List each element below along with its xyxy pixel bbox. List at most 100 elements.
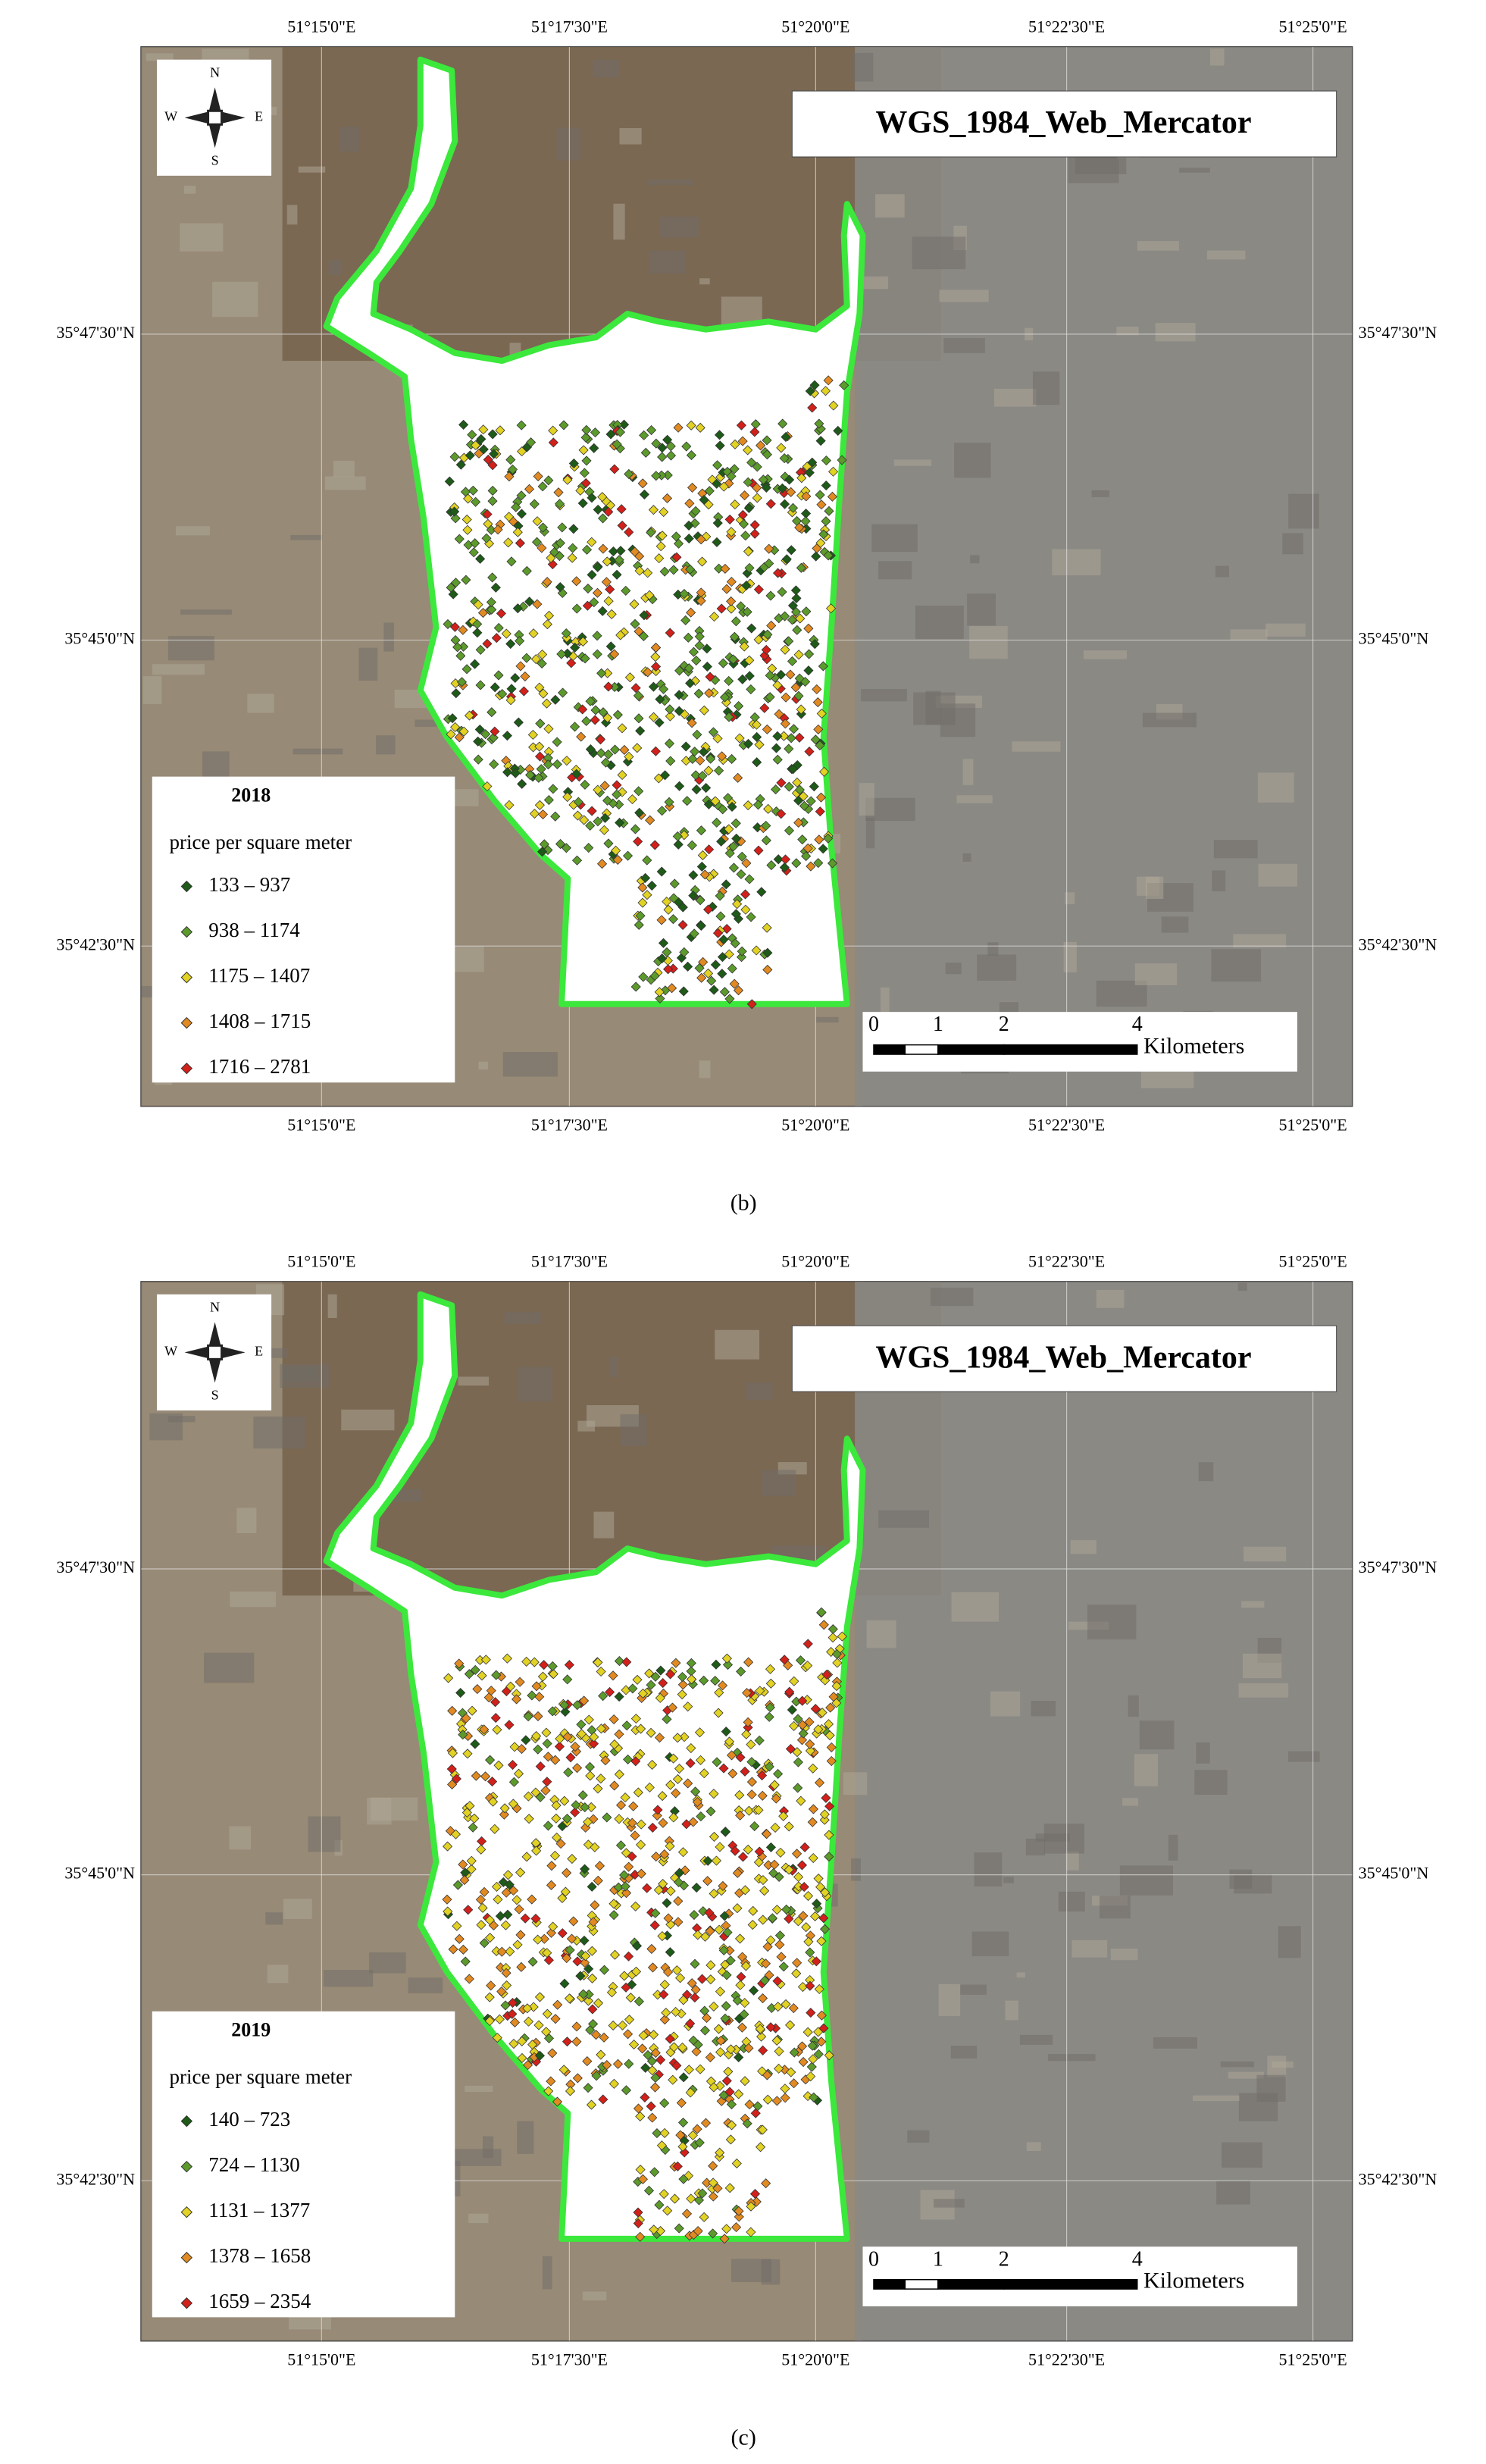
sample-point <box>542 1948 552 1958</box>
sample-point <box>764 1761 774 1772</box>
sample-point <box>458 726 469 737</box>
imagery-patch <box>699 1060 711 1079</box>
sample-point <box>599 812 611 823</box>
sample-point <box>597 606 608 616</box>
sample-point <box>825 1702 836 1713</box>
sample-point <box>701 2012 712 2024</box>
imagery-patch <box>893 459 932 466</box>
sample-point <box>678 986 689 997</box>
sample-point <box>668 2042 680 2052</box>
sample-point <box>507 1997 518 2008</box>
sample-point <box>665 1841 675 1852</box>
sample-point <box>598 707 608 718</box>
sample-point <box>539 1933 549 1944</box>
sample-point <box>694 963 705 973</box>
sample-point <box>744 874 755 884</box>
imagery-patch <box>180 609 232 615</box>
sample-point <box>494 2014 505 2024</box>
study-area <box>323 1291 866 2242</box>
sample-point <box>799 1842 810 1852</box>
sample-point <box>748 1905 759 1916</box>
sample-point <box>566 1933 577 1944</box>
sample-point <box>828 400 839 411</box>
sample-point <box>722 1927 733 1938</box>
sample-point <box>516 420 527 430</box>
sample-point <box>715 891 725 901</box>
sample-point <box>765 1702 775 1713</box>
sample-point <box>765 692 775 703</box>
imagery-patch <box>974 1852 1003 1887</box>
sample-point <box>827 491 837 502</box>
sample-point <box>474 724 485 735</box>
sample-point <box>635 2111 646 2121</box>
sample-point <box>637 897 648 908</box>
compass-letter: W <box>164 108 177 124</box>
sample-point <box>565 1752 576 1763</box>
sample-point <box>718 1945 729 1955</box>
sample-point <box>588 1739 599 1749</box>
sample-point <box>603 681 614 692</box>
sample-point <box>792 777 802 788</box>
sample-point <box>808 1852 818 1864</box>
sample-point <box>712 817 722 828</box>
sample-point <box>696 972 707 983</box>
sample-point <box>808 1804 818 1814</box>
sample-point <box>753 1805 764 1815</box>
sample-point <box>540 1785 551 1796</box>
sample-point <box>739 641 749 652</box>
sample-point <box>798 2056 809 2068</box>
projection-label: WGS_1984_Web_Mercator <box>875 105 1251 140</box>
imagery-patch <box>960 1984 987 1995</box>
sample-point <box>537 847 548 857</box>
sample-point <box>535 719 546 729</box>
sample-point <box>463 1905 474 1915</box>
sample-point <box>758 474 768 485</box>
imagery-patch <box>943 338 985 353</box>
sample-point <box>744 2099 755 2110</box>
sample-point <box>690 770 701 781</box>
sample-point <box>816 2010 827 2021</box>
sample-point <box>757 2124 768 2135</box>
sample-point <box>517 2036 527 2046</box>
sample-point <box>759 1975 770 1986</box>
sample-point <box>771 1905 782 1915</box>
sample-point <box>587 806 597 816</box>
sample-point <box>724 2087 735 2097</box>
sample-point <box>548 784 558 794</box>
sample-point <box>756 887 767 897</box>
sample-point <box>689 928 699 939</box>
sample-point <box>585 820 596 831</box>
sample-point <box>712 518 723 528</box>
sample-point <box>580 1951 591 1961</box>
legend-year: 2018 <box>231 784 271 806</box>
sample-point <box>681 1819 692 1830</box>
sample-point <box>515 1867 526 1878</box>
sample-point <box>587 537 597 547</box>
sample-point <box>617 769 627 781</box>
sample-point <box>546 2076 556 2087</box>
sample-point <box>697 2188 708 2199</box>
scale-label: 0 <box>868 2247 879 2271</box>
sample-point <box>569 722 580 732</box>
sample-point <box>809 781 819 792</box>
imagery-patch <box>1128 1695 1139 1717</box>
sample-point <box>734 2212 744 2222</box>
sample-point <box>464 1669 474 1680</box>
sample-point <box>562 756 572 766</box>
sample-point <box>734 733 745 744</box>
sample-point <box>758 2045 768 2055</box>
sample-point <box>736 869 746 880</box>
sample-point <box>499 1803 510 1814</box>
sample-point <box>784 636 794 647</box>
sample-point <box>589 1732 599 1742</box>
sample-point <box>681 441 692 452</box>
sample-point <box>665 2034 675 2044</box>
imagery-patch <box>969 626 1008 659</box>
sample-point <box>518 686 529 697</box>
sample-point <box>455 650 466 661</box>
imagery-patch <box>593 59 620 78</box>
sample-point <box>661 2007 671 2018</box>
sample-point <box>683 1778 693 1789</box>
sample-point <box>740 2076 750 2087</box>
sample-point <box>703 765 714 776</box>
